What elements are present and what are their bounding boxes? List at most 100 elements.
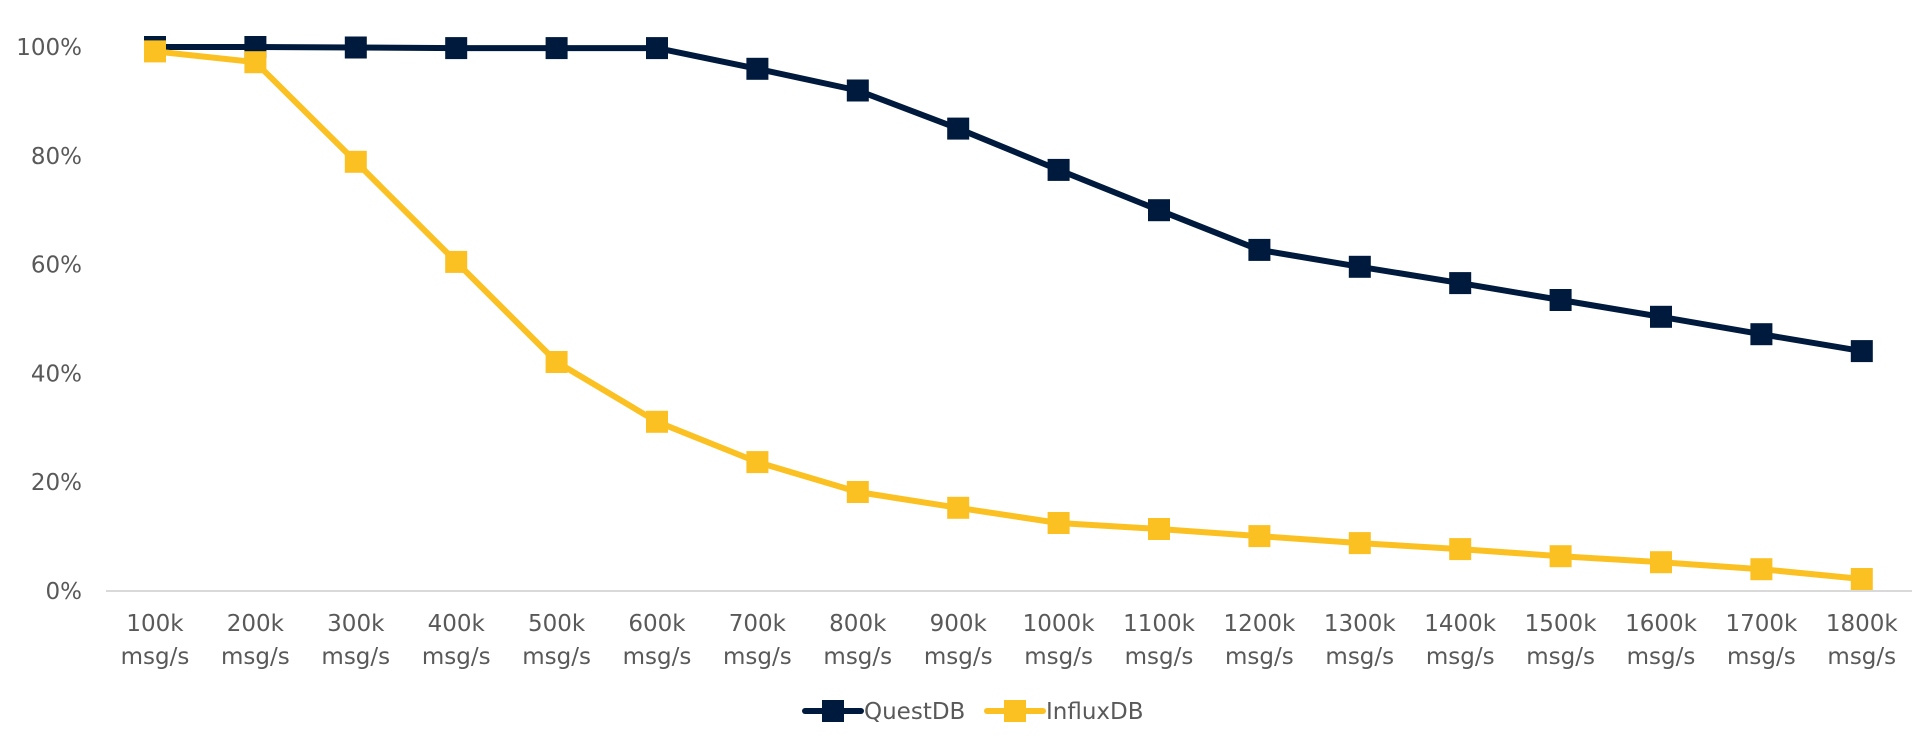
x-tick-unit: msg/s bbox=[723, 644, 792, 670]
x-tick-value: 1300k bbox=[1324, 611, 1397, 637]
data-point-marker bbox=[1248, 525, 1271, 548]
x-tick-label: 900k msg/s bbox=[924, 611, 993, 670]
x-tick-label: 1800k msg/s bbox=[1826, 611, 1899, 670]
x-tick-unit: msg/s bbox=[924, 644, 993, 670]
data-point-marker bbox=[1449, 272, 1472, 295]
data-point-marker bbox=[1047, 512, 1070, 534]
series-questdb bbox=[144, 36, 1873, 363]
x-tick-value: 900k bbox=[930, 611, 988, 637]
y-tick-label: 0% bbox=[46, 579, 83, 605]
x-tick-unit: msg/s bbox=[1426, 644, 1495, 670]
legend-item-questdb: QuestDB bbox=[802, 699, 965, 725]
legend-item-influxdb: InfluxDB bbox=[984, 699, 1144, 725]
data-point-marker bbox=[1850, 340, 1873, 363]
series-layer bbox=[144, 36, 1873, 590]
x-tick-value: 1500k bbox=[1525, 611, 1598, 637]
data-point-marker bbox=[646, 37, 668, 60]
data-point-marker bbox=[1549, 289, 1572, 311]
x-tick-label: 800k msg/s bbox=[823, 611, 892, 670]
x-tick-label: 600k msg/s bbox=[623, 611, 692, 670]
x-tick-unit: msg/s bbox=[321, 644, 390, 670]
data-point-marker bbox=[1047, 158, 1070, 181]
x-tick-label: 200k msg/s bbox=[221, 611, 290, 670]
data-point-marker bbox=[746, 57, 769, 80]
x-tick-label: 1500k msg/s bbox=[1525, 611, 1598, 670]
x-tick-unit: msg/s bbox=[1827, 644, 1896, 670]
y-tick-label: 60% bbox=[31, 253, 82, 279]
x-tick-label: 100k msg/s bbox=[121, 611, 190, 670]
legend-marker-swatch bbox=[1004, 700, 1026, 722]
data-point-marker bbox=[144, 40, 166, 63]
x-tick-unit: msg/s bbox=[1526, 644, 1595, 670]
x-tick-label: 1700k msg/s bbox=[1725, 611, 1798, 670]
x-tick-unit: msg/s bbox=[823, 644, 892, 670]
x-tick-value: 1200k bbox=[1223, 611, 1296, 637]
y-axis: 0% 20% 40% 60% 80% 100% bbox=[16, 35, 82, 605]
x-tick-value: 200k bbox=[227, 611, 285, 637]
x-tick-value: 1800k bbox=[1826, 611, 1899, 637]
legend: QuestDB InfluxDB bbox=[802, 699, 1144, 725]
x-tick-label: 1200k msg/s bbox=[1223, 611, 1296, 670]
data-point-marker bbox=[1148, 199, 1170, 222]
data-point-marker bbox=[1850, 568, 1873, 590]
data-point-marker bbox=[746, 451, 769, 474]
data-point-marker bbox=[646, 410, 668, 433]
legend-marker-swatch bbox=[822, 700, 844, 722]
data-point-marker bbox=[344, 150, 367, 173]
data-point-marker bbox=[1248, 238, 1271, 261]
x-tick-value: 700k bbox=[729, 611, 787, 637]
data-point-marker bbox=[947, 496, 970, 519]
data-point-marker bbox=[1348, 255, 1371, 278]
x-tick-label: 1000k msg/s bbox=[1023, 611, 1096, 670]
x-tick-value: 1100k bbox=[1123, 611, 1196, 637]
x-tick-value: 1400k bbox=[1424, 611, 1497, 637]
y-tick-label: 100% bbox=[16, 35, 82, 61]
x-tick-label: 500k msg/s bbox=[522, 611, 591, 670]
x-tick-unit: msg/s bbox=[221, 644, 290, 670]
data-point-marker bbox=[1750, 558, 1773, 581]
data-point-marker bbox=[846, 481, 869, 503]
data-point-marker bbox=[545, 37, 568, 60]
x-tick-label: 1300k msg/s bbox=[1324, 611, 1397, 670]
x-tick-label: 1400k msg/s bbox=[1424, 611, 1497, 670]
y-tick-label: 20% bbox=[31, 470, 82, 496]
series-line bbox=[154, 48, 1863, 582]
x-tick-unit: msg/s bbox=[1024, 644, 1093, 670]
data-point-marker bbox=[1650, 551, 1672, 574]
x-tick-unit: msg/s bbox=[522, 644, 591, 670]
x-tick-label: 400k msg/s bbox=[422, 611, 491, 670]
data-point-marker bbox=[1148, 518, 1170, 540]
data-point-marker bbox=[1348, 532, 1371, 555]
x-tick-value: 100k bbox=[126, 611, 184, 637]
x-tick-value: 1600k bbox=[1625, 611, 1698, 637]
x-tick-unit: msg/s bbox=[1325, 644, 1394, 670]
x-tick-value: 1700k bbox=[1725, 611, 1798, 637]
x-tick-label: 1100k msg/s bbox=[1123, 611, 1196, 670]
x-tick-value: 500k bbox=[528, 611, 586, 637]
series-line bbox=[155, 44, 1863, 355]
data-point-marker bbox=[244, 51, 267, 74]
series-influxdb bbox=[144, 40, 1873, 590]
data-point-marker bbox=[445, 250, 468, 273]
x-tick-unit: msg/s bbox=[623, 644, 692, 670]
data-point-marker bbox=[1449, 538, 1472, 561]
y-tick-label: 40% bbox=[31, 361, 82, 387]
legend-label: InfluxDB bbox=[1046, 699, 1144, 725]
x-tick-value: 800k bbox=[829, 611, 887, 637]
data-point-marker bbox=[846, 79, 869, 102]
data-point-marker bbox=[445, 37, 468, 60]
data-point-marker bbox=[1750, 323, 1773, 346]
data-point-marker bbox=[545, 351, 568, 373]
x-tick-label: 1600k msg/s bbox=[1625, 611, 1698, 670]
x-tick-value: 1000k bbox=[1023, 611, 1096, 637]
x-tick-label: 700k msg/s bbox=[723, 611, 792, 670]
x-tick-unit: msg/s bbox=[1125, 644, 1194, 670]
y-tick-label: 80% bbox=[31, 144, 82, 170]
data-point-marker bbox=[344, 36, 367, 59]
x-tick-unit: msg/s bbox=[422, 644, 491, 670]
x-tick-unit: msg/s bbox=[1225, 644, 1294, 670]
data-point-marker bbox=[1549, 545, 1572, 568]
x-tick-value: 300k bbox=[327, 611, 385, 637]
x-tick-unit: msg/s bbox=[121, 644, 190, 670]
